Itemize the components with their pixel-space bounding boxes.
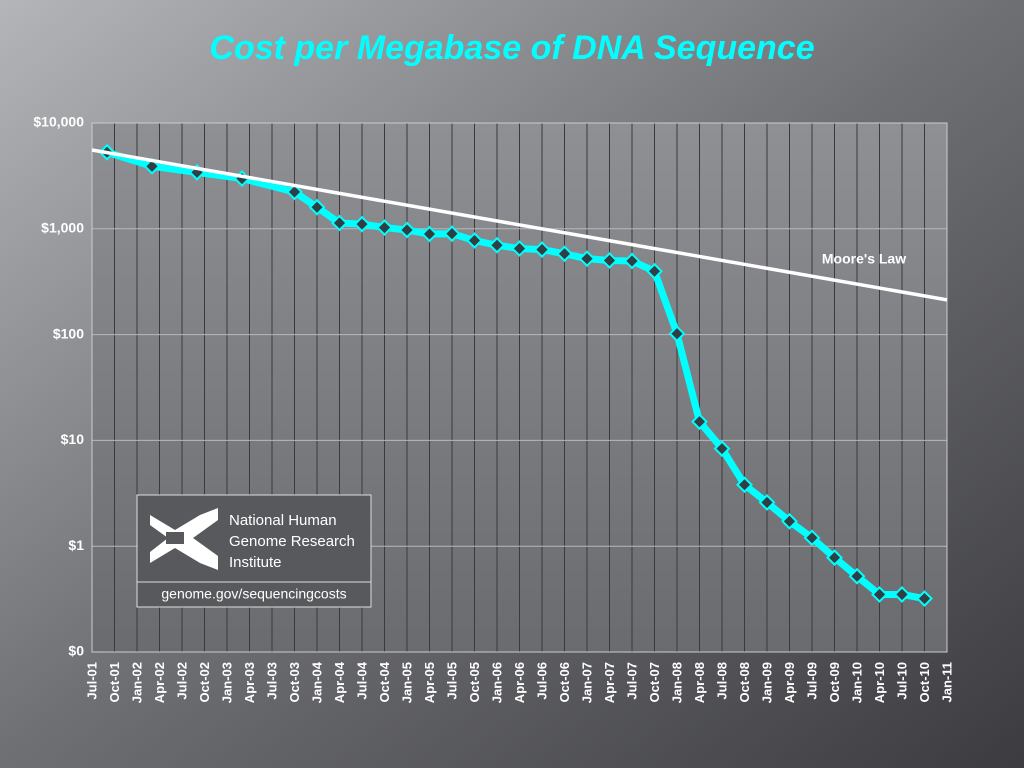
data-point <box>803 529 821 547</box>
y-tick-label: $10,000 <box>33 114 84 130</box>
data-point <box>398 221 416 239</box>
x-tick-label: Jul-03 <box>264 662 279 700</box>
x-tick-label: Jul-07 <box>624 662 639 700</box>
x-tick-label: Oct-06 <box>557 662 572 702</box>
data-point <box>511 240 528 257</box>
data-point <box>331 214 348 232</box>
x-tick-label: Apr-02 <box>152 662 167 703</box>
series-line <box>91 148 948 302</box>
x-tick-label: Oct-03 <box>287 662 302 702</box>
x-tick-label: Jul-06 <box>534 662 549 700</box>
x-tick-label: Jul-05 <box>444 662 459 700</box>
data-point <box>646 262 663 280</box>
x-tick-label: Jul-01 <box>84 662 99 700</box>
x-tick-label: Apr-03 <box>242 662 257 703</box>
x-tick-label: Oct-02 <box>197 662 212 702</box>
data-point <box>916 590 933 607</box>
chart-title: Cost per Megabase of DNA Sequence <box>209 29 814 67</box>
x-tick-label: Oct-04 <box>377 661 392 702</box>
x-tick-label: Jul-04 <box>354 661 369 699</box>
x-tick-label: Jan-03 <box>219 662 234 703</box>
x-tick-label: Jul-02 <box>174 662 189 700</box>
x-tick-label: Oct-10 <box>917 662 932 702</box>
data-point <box>466 232 483 249</box>
x-tick-label: Oct-05 <box>467 662 482 702</box>
x-tick-label: Apr-09 <box>782 662 797 703</box>
data-point <box>893 586 911 603</box>
data-point <box>601 252 618 269</box>
x-tick-label: Apr-07 <box>602 662 617 703</box>
data-point <box>443 225 461 243</box>
data-point <box>623 252 641 270</box>
x-tick-label: Oct-01 <box>107 662 122 702</box>
data-point <box>376 219 393 236</box>
logo-icon <box>150 508 218 570</box>
data-point <box>736 476 753 494</box>
data-point <box>556 245 573 263</box>
data-point <box>421 225 438 243</box>
plot-border <box>91 122 948 653</box>
data-point <box>758 494 776 511</box>
x-tick-label: Jan-06 <box>489 662 504 703</box>
x-tick-label: Jan-09 <box>759 662 774 703</box>
x-tick-label: Jul-09 <box>804 662 819 700</box>
x-tick-label: Apr-05 <box>422 662 437 703</box>
y-tick-label: $1 <box>68 537 84 553</box>
data-point <box>308 198 326 216</box>
data-point <box>353 215 371 233</box>
x-tick-label: Jan-05 <box>399 662 414 703</box>
y-tick-label: $10 <box>61 431 85 447</box>
y-tick-label: $100 <box>53 325 84 341</box>
x-tick-label: Apr-06 <box>512 662 527 703</box>
data-point <box>488 236 506 254</box>
x-tick-label: Apr-10 <box>872 662 887 703</box>
x-tick-label: Apr-04 <box>332 661 347 703</box>
logo: National Human Genome Research Institute… <box>136 494 372 608</box>
x-tick-label: Jan-02 <box>129 662 144 703</box>
x-tick-label: Oct-07 <box>647 662 662 702</box>
x-tick-label: Oct-09 <box>827 662 842 702</box>
x-tick-label: Jul-08 <box>714 662 729 700</box>
logo-text: Institute <box>229 554 282 571</box>
y-tick-label: $1,000 <box>41 220 84 236</box>
data-point <box>871 586 888 603</box>
x-tick-label: Oct-08 <box>737 662 752 702</box>
x-tick-label: Apr-08 <box>692 662 707 703</box>
x-tick-label: Jan-08 <box>669 662 684 703</box>
data-point <box>781 512 798 530</box>
x-tick-label: Jan-04 <box>309 661 324 703</box>
source-url: genome.gov/sequencingcosts <box>161 586 346 602</box>
data-point <box>691 413 708 431</box>
logo-text: Genome Research <box>229 533 355 550</box>
x-tick-label: Jul-10 <box>894 662 909 700</box>
x-tick-label: Jan-10 <box>849 662 864 703</box>
y-tick-label: $0 <box>68 643 84 659</box>
x-tick-label: Jan-07 <box>579 662 594 703</box>
data-point <box>826 549 843 567</box>
data-point <box>533 241 551 259</box>
data-point <box>668 325 686 343</box>
data-point <box>286 183 303 201</box>
data-point <box>713 440 731 458</box>
series-label: Moore's Law <box>822 251 906 267</box>
x-tick-label: Jan-11 <box>939 662 954 702</box>
logo-box <box>136 494 372 608</box>
data-point <box>578 250 596 268</box>
data-point <box>848 567 866 585</box>
logo-text: National Human <box>229 512 337 529</box>
